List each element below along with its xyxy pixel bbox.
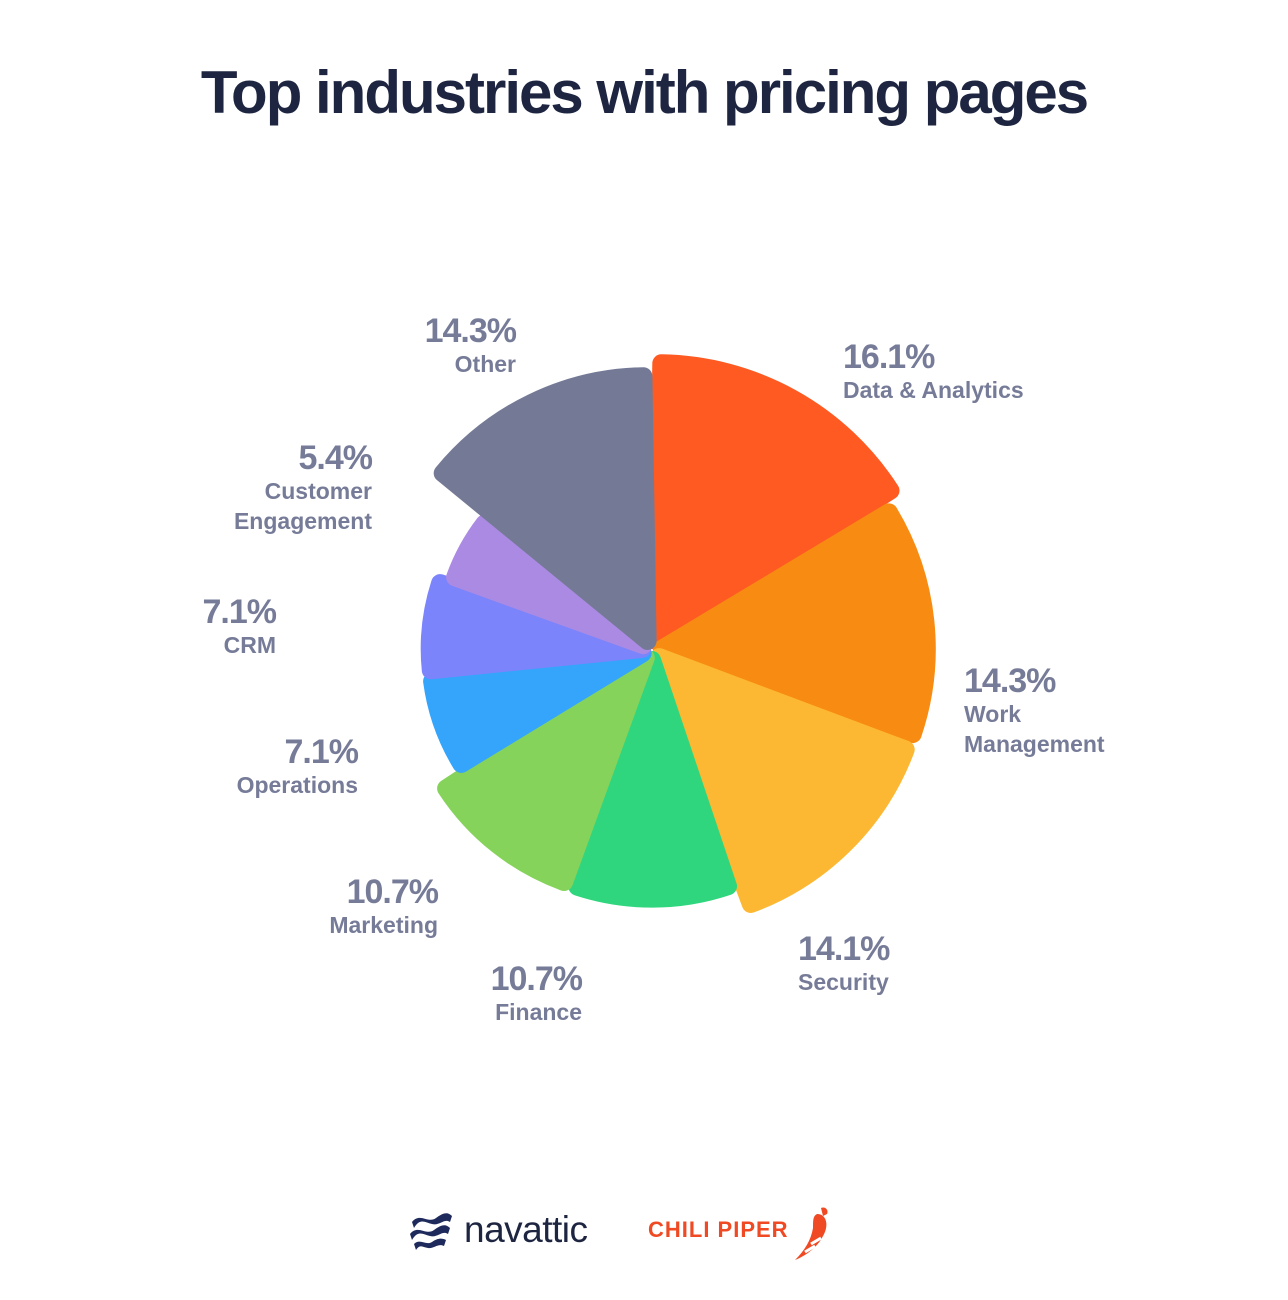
slice-value-label: 7.1% xyxy=(203,593,277,631)
slice-value-label: 14.3% xyxy=(425,312,517,350)
slice-category-label: CRM xyxy=(224,632,276,658)
pie-slices xyxy=(420,354,936,913)
slice-category-label: Engagement xyxy=(234,508,372,534)
slice-category-label: Security xyxy=(798,969,889,995)
slice-category-label: Management xyxy=(964,731,1105,757)
pie-slice-other xyxy=(433,367,657,650)
pie-labels: 16.1%Data & Analytics14.3%WorkManagement… xyxy=(203,312,1105,1025)
slice-category-label: Finance xyxy=(495,999,582,1025)
slice-category-label: Operations xyxy=(237,772,358,798)
chart-title: Top industries with pricing pages xyxy=(200,59,1089,126)
slice-value-label: 5.4% xyxy=(299,439,373,477)
slice-value-label: 14.1% xyxy=(798,930,890,968)
pie-slice-security xyxy=(650,648,915,913)
footer-logos: navattic CHILI PIPER xyxy=(0,1195,1288,1265)
pie-slice-crm xyxy=(420,574,652,680)
slice-category-label: Customer xyxy=(265,478,372,504)
pie-slice-customer-engagement xyxy=(446,514,653,655)
pie-slice-finance xyxy=(568,651,737,908)
pie-slice-data-analytics xyxy=(647,354,900,651)
navattic-wordmark: navattic xyxy=(464,1209,588,1250)
slice-value-label: 10.7% xyxy=(491,960,583,998)
slice-category-label: Marketing xyxy=(329,912,438,938)
pie-slice-work-management xyxy=(652,503,936,744)
chili-pepper-icon xyxy=(794,1207,828,1260)
navattic-logo: navattic xyxy=(408,1205,588,1255)
chili-piper-wordmark: CHILI PIPER xyxy=(648,1217,789,1242)
slice-value-label: 7.1% xyxy=(285,733,359,771)
slice-category-label: Work xyxy=(964,701,1021,727)
slice-value-label: 10.7% xyxy=(347,873,439,911)
slice-category-label: Other xyxy=(455,351,516,377)
slice-value-label: 14.3% xyxy=(964,662,1056,700)
navattic-wave-icon xyxy=(410,1213,452,1250)
chili-piper-logo: CHILI PIPER xyxy=(648,1205,839,1260)
slice-value-label: 16.1% xyxy=(843,338,935,376)
pie-slice-marketing xyxy=(437,648,655,892)
pie-slice-operations xyxy=(423,644,652,773)
slice-category-label: Data & Analytics xyxy=(843,377,1024,403)
